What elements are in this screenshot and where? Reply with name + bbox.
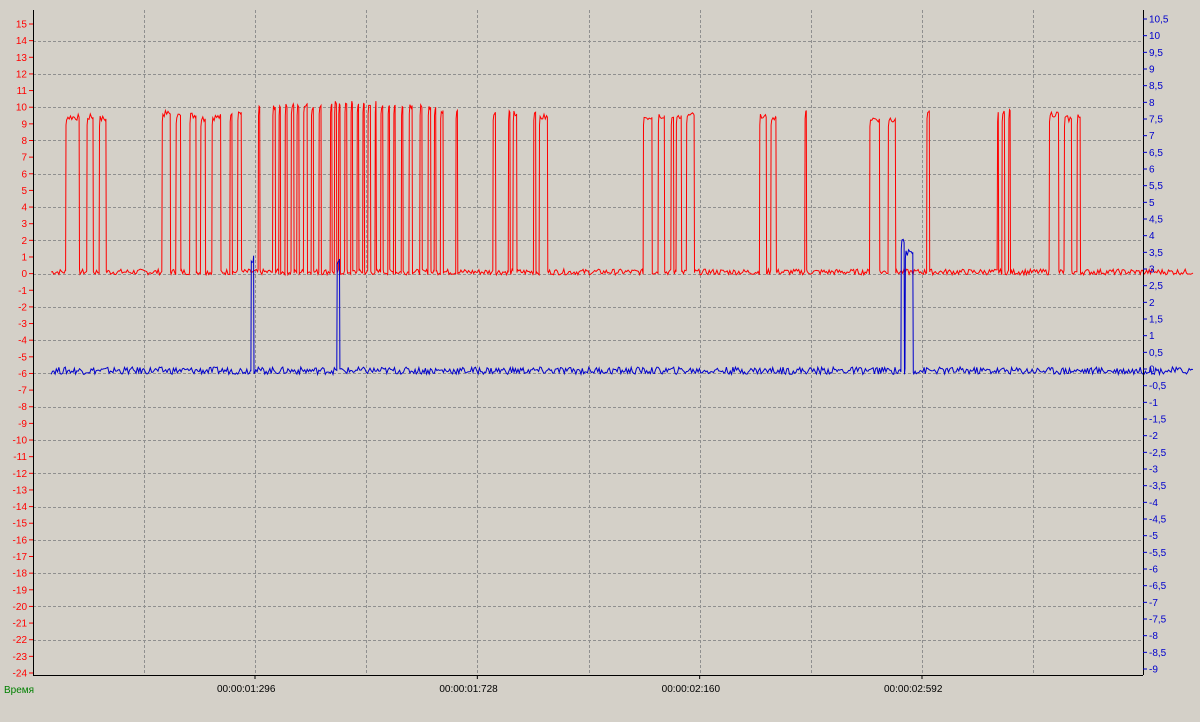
x-axis-ticks: 00:00:01:296 00:00:01:728 00:00:02:160 00:0…: [217, 675, 943, 695]
left-tick-label: 13: [16, 53, 28, 64]
left-tick-label: 3: [21, 219, 27, 230]
left-tick-label: -1: [18, 286, 27, 297]
left-tick-label: -2: [18, 302, 27, 313]
right-tick-label: 4,5: [1149, 215, 1163, 226]
left-tick-label: -9: [18, 419, 27, 430]
left-tick-label: -10: [13, 436, 28, 447]
left-tick-label: 10: [16, 103, 28, 114]
right-tick-label: -1,5: [1149, 415, 1167, 426]
left-tick-label: -19: [13, 585, 28, 596]
left-tick-label: -15: [13, 519, 28, 530]
right-tick-label: 6,5: [1149, 148, 1163, 159]
left-tick-label: -20: [13, 602, 28, 613]
left-tick-label: -13: [13, 485, 28, 496]
left-tick-label: -16: [13, 535, 28, 546]
left-tick-label: -22: [13, 635, 28, 646]
left-tick-label: -3: [18, 319, 27, 330]
right-tick-label: -4,5: [1149, 515, 1167, 526]
right-tick-label: -3: [1149, 465, 1158, 476]
left-tick-label: -14: [13, 502, 28, 513]
left-tick-label: -24: [13, 669, 28, 680]
left-tick-label: 11: [17, 86, 28, 97]
right-tick-label: 3,5: [1149, 248, 1163, 259]
right-tick-label: 9,5: [1149, 48, 1163, 59]
right-tick-label: 2: [1149, 298, 1155, 309]
right-tick-label: -8: [1149, 631, 1158, 642]
left-tick-label: 8: [21, 136, 27, 147]
left-tick-label: -17: [13, 552, 28, 563]
left-tick-label: -5: [18, 352, 27, 363]
right-tick-label: 0: [1149, 365, 1155, 376]
right-tick-label: -7,5: [1149, 615, 1167, 626]
right-tick-label: 0,5: [1149, 348, 1163, 359]
left-axis-ticks: 1514131211109876543210-1-2-3-4-5-6-7-8-9…: [13, 20, 33, 680]
right-tick-label: -9: [1149, 665, 1158, 676]
right-tick-label: -2,5: [1149, 448, 1167, 459]
series-layer: [50, 100, 1194, 377]
right-tick-label: -6,5: [1149, 581, 1167, 592]
left-tick-label: -7: [18, 386, 27, 397]
left-tick-label: 12: [16, 69, 28, 80]
left-tick-label: 5: [21, 186, 27, 197]
left-tick-label: 15: [16, 20, 28, 31]
right-tick-label: 4: [1149, 231, 1155, 242]
left-tick-label: 9: [21, 119, 27, 130]
left-tick-label: -12: [13, 469, 28, 480]
right-tick-label: -5: [1149, 531, 1158, 542]
right-tick-label: 10: [1149, 31, 1161, 42]
right-tick-label: 6: [1149, 165, 1155, 176]
right-tick-label: -4: [1149, 498, 1158, 509]
x-axis-label: Время: [4, 685, 34, 696]
left-tick-label: -11: [13, 452, 27, 463]
right-tick-label: -8,5: [1149, 648, 1167, 659]
left-tick-label: 14: [16, 36, 28, 47]
left-tick-label: -6: [18, 369, 27, 380]
right-tick-label: -5,5: [1149, 548, 1167, 559]
left-tick-label: -23: [13, 652, 28, 663]
left-tick-label: 4: [21, 203, 27, 214]
axes: [33, 10, 1144, 676]
left-tick-label: 7: [21, 153, 27, 164]
x-tick-label: 00:00:01:728: [439, 684, 498, 695]
x-tick-label: 00:00:01:296: [217, 684, 276, 695]
right-tick-label: -0,5: [1149, 381, 1167, 392]
right-tick-label: 10,5: [1149, 15, 1169, 26]
right-tick-label: 1: [1149, 331, 1155, 342]
left-tick-label: 6: [21, 169, 27, 180]
right-tick-label: -1: [1149, 398, 1158, 409]
right-tick-label: 5,5: [1149, 181, 1163, 192]
grid: [33, 10, 1143, 675]
right-tick-label: -7: [1149, 598, 1158, 609]
series-blue-line: [50, 238, 1194, 377]
right-axis-ticks: 10,5109,598,587,576,565,554,543,532,521,…: [1143, 15, 1169, 676]
left-tick-label: -8: [18, 402, 27, 413]
series-red-line: [51, 100, 1194, 277]
x-tick-label: 00:00:02:592: [884, 684, 943, 695]
right-tick-label: -3,5: [1149, 481, 1167, 492]
right-tick-label: 2,5: [1149, 281, 1163, 292]
left-tick-label: 2: [21, 236, 27, 247]
right-tick-label: 3: [1149, 265, 1155, 276]
right-tick-label: 5: [1149, 198, 1155, 209]
plot-background: [33, 10, 1143, 675]
x-tick-label: 00:00:02:160: [662, 684, 721, 695]
right-tick-label: 7: [1149, 131, 1155, 142]
right-tick-label: 8: [1149, 98, 1155, 109]
left-tick-label: 0: [21, 269, 27, 280]
right-tick-label: 8,5: [1149, 81, 1163, 92]
left-tick-label: 1: [21, 252, 27, 263]
left-tick-label: -18: [13, 569, 28, 580]
left-tick-label: -4: [18, 336, 27, 347]
right-tick-label: -2: [1149, 431, 1158, 442]
left-tick-label: -21: [13, 619, 28, 630]
plot-area: [33, 10, 1143, 675]
right-tick-label: 1,5: [1149, 315, 1163, 326]
right-tick-label: 9: [1149, 65, 1155, 76]
right-tick-label: 7,5: [1149, 115, 1163, 126]
right-tick-label: -6: [1149, 565, 1158, 576]
